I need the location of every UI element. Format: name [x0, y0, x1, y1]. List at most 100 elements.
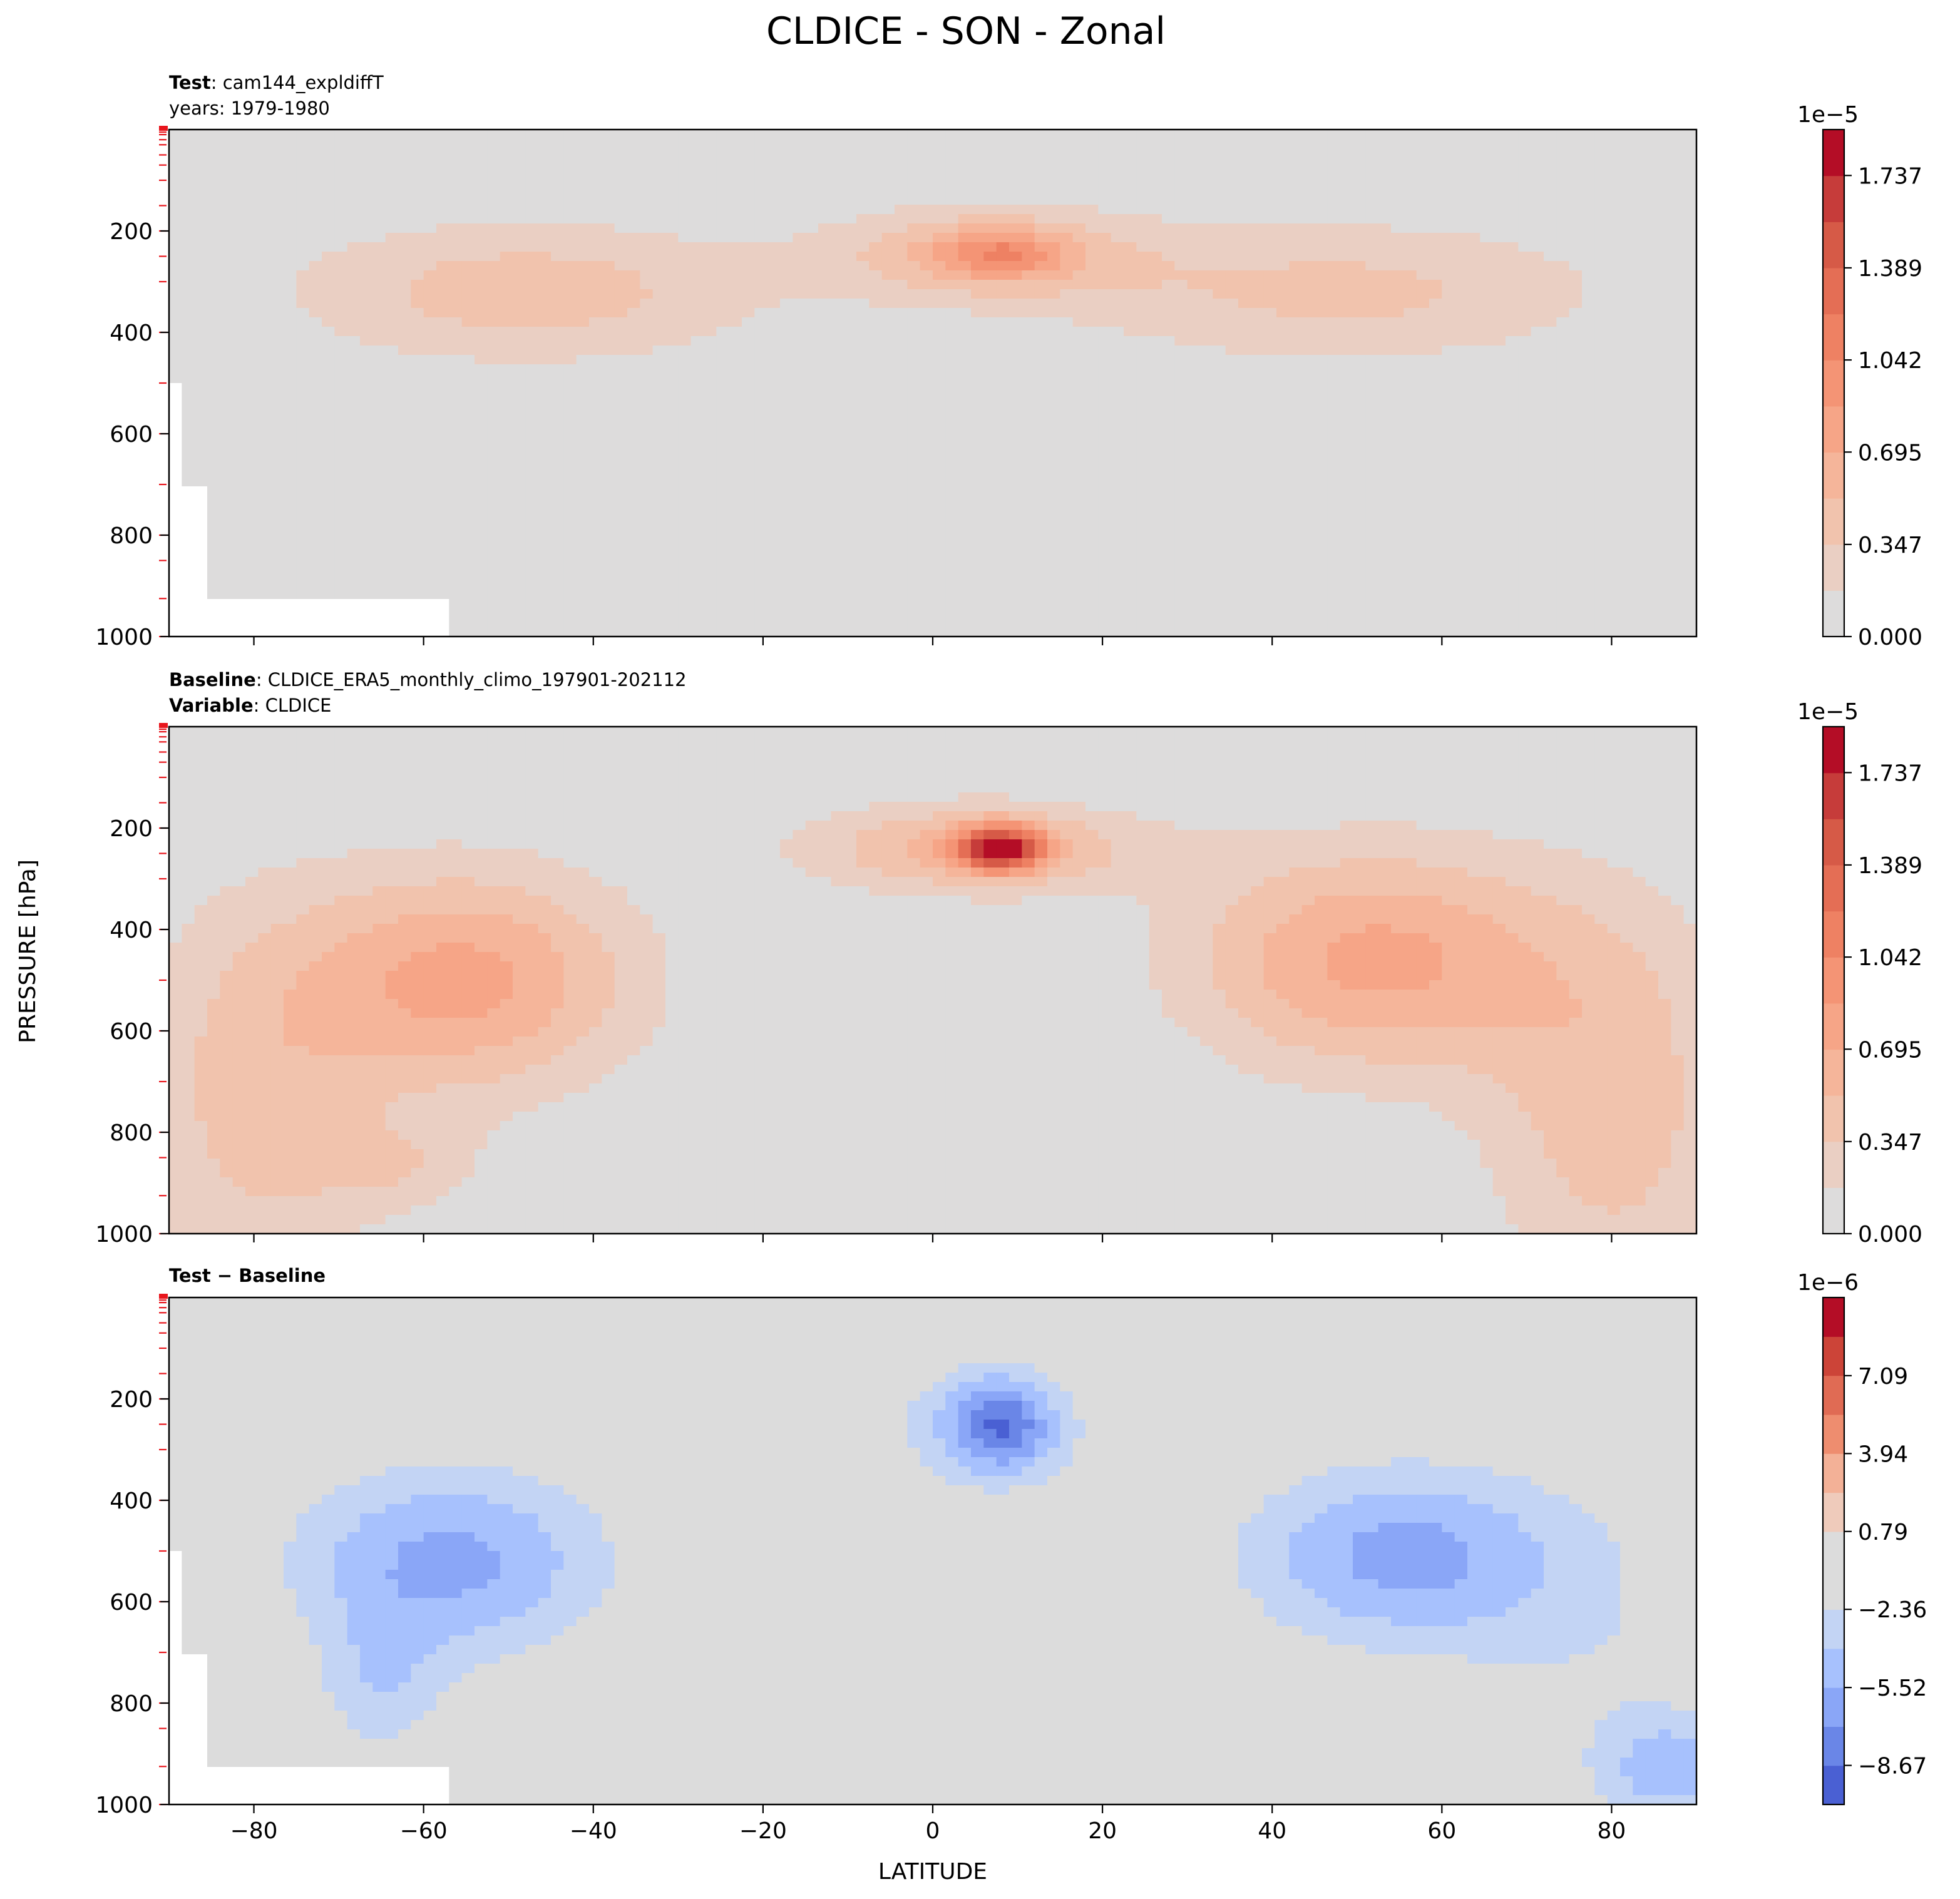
- contour-cell: [1492, 299, 1506, 309]
- contour-cell: [1187, 383, 1201, 393]
- contour-cell: [996, 158, 1010, 168]
- contour-cell: [1072, 280, 1086, 290]
- contour-cell: [1620, 374, 1634, 384]
- contour-cell: [881, 214, 895, 224]
- contour-cell: [1225, 411, 1239, 421]
- contour-cell: [220, 299, 233, 309]
- contour-cell: [1315, 233, 1328, 243]
- contour-cell: [487, 411, 501, 421]
- contour-cell: [385, 214, 399, 224]
- contour-cell: [500, 299, 513, 309]
- contour-cell: [1569, 355, 1583, 365]
- contour-cell: [1416, 261, 1430, 271]
- contour-cell: [729, 486, 742, 496]
- contour-cell: [856, 233, 870, 243]
- contour-cell: [729, 195, 742, 205]
- contour-cell: [1276, 167, 1290, 177]
- contour-cell: [640, 411, 654, 421]
- contour-cell: [742, 167, 756, 177]
- contour-cell: [207, 383, 221, 393]
- contour-cell: [793, 364, 806, 374]
- contour-cell: [258, 130, 272, 140]
- contour-cell: [652, 252, 666, 262]
- contour-cell: [1378, 280, 1392, 290]
- contour-cell: [525, 449, 539, 459]
- contour-cell: [1009, 383, 1023, 393]
- contour-cell: [1111, 364, 1124, 374]
- contour-cell: [207, 177, 221, 187]
- contour-cell: [1162, 195, 1176, 205]
- contour-cell: [1403, 364, 1417, 374]
- contour-cell: [487, 374, 501, 384]
- contour-cell: [449, 458, 463, 468]
- contour-cell: [704, 514, 717, 525]
- contour-cell: [690, 186, 704, 196]
- contour-cell: [1060, 130, 1074, 140]
- contour-cell: [1658, 214, 1672, 224]
- contour-cell: [182, 486, 195, 496]
- contour-cell: [487, 214, 501, 224]
- contour-cell: [347, 252, 361, 262]
- contour-cell: [270, 468, 284, 478]
- contour-cell: [1518, 167, 1532, 177]
- contour-cell: [1378, 205, 1392, 215]
- contour-cell: [563, 477, 577, 487]
- contour-cell: [856, 223, 870, 233]
- contour-cell: [525, 421, 539, 431]
- contour-cell: [538, 355, 552, 365]
- contour-cell: [869, 402, 883, 412]
- contour-cell: [831, 280, 844, 290]
- contour-cell: [856, 261, 870, 271]
- contour-cell: [207, 214, 221, 224]
- contour-cell: [487, 505, 501, 515]
- contour-cell: [182, 336, 195, 346]
- contour-cell: [551, 336, 565, 346]
- contour-cell: [869, 374, 883, 384]
- contour-cell: [1671, 411, 1685, 421]
- contour-cell: [1391, 496, 1405, 506]
- contour-cell: [971, 214, 985, 224]
- contour-cell: [398, 270, 412, 280]
- contour-cell: [1544, 223, 1557, 233]
- contour-cell: [1442, 430, 1455, 440]
- contour-cell: [1327, 280, 1341, 290]
- contour-cell: [704, 195, 717, 205]
- contour-cell: [780, 195, 794, 205]
- contour-cell: [1365, 223, 1379, 233]
- contour-cell: [372, 177, 386, 187]
- contour-cell: [309, 421, 322, 431]
- contour-cell: [1124, 308, 1137, 318]
- contour-cell: [1620, 346, 1634, 356]
- contour-cell: [1111, 477, 1124, 487]
- contour-cell: [1556, 374, 1570, 384]
- contour-cell: [207, 130, 221, 140]
- contour-cell: [1098, 242, 1112, 252]
- contour-cell: [729, 468, 742, 478]
- contour-cell: [1506, 336, 1519, 346]
- contour-cell: [665, 195, 679, 205]
- contour-cell: [1149, 477, 1162, 487]
- contour-cell: [296, 355, 310, 365]
- contour-cell: [270, 383, 284, 393]
- contour-cell: [411, 223, 424, 233]
- contour-cell: [1200, 505, 1214, 515]
- contour-cell: [1569, 280, 1583, 290]
- contour-cell: [347, 392, 361, 402]
- contour-cell: [347, 505, 361, 515]
- contour-cell: [1251, 158, 1265, 168]
- contour-cell: [1124, 177, 1137, 187]
- contour-cell: [1340, 214, 1353, 224]
- contour-cell: [945, 308, 959, 318]
- contour-cell: [487, 223, 501, 233]
- contour-cell: [1403, 261, 1417, 271]
- contour-cell: [640, 158, 654, 168]
- contour-cell: [576, 289, 590, 299]
- contour-cell: [436, 280, 450, 290]
- contour-cell: [411, 374, 424, 384]
- contour-cell: [347, 233, 361, 243]
- contour-cell: [742, 205, 756, 215]
- contour-cell: [1162, 130, 1176, 140]
- contour-cell: [461, 514, 475, 525]
- contour-cell: [296, 364, 310, 374]
- contour-cell: [220, 130, 233, 140]
